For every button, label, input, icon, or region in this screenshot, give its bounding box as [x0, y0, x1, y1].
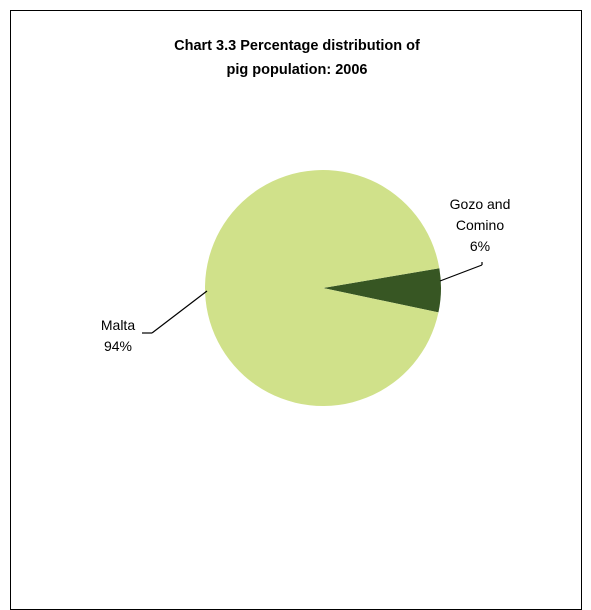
- pie-slices: [205, 169, 441, 406]
- pie-chart: Chart 3.3 Percentage distribution of pig…: [101, 38, 511, 406]
- gozo-label-line-2: Comino: [456, 217, 504, 233]
- malta-value-label: 94%: [104, 338, 132, 354]
- malta-label: Malta: [101, 317, 135, 333]
- gozo-label-line-1: Gozo and: [450, 196, 511, 212]
- gozo-leader-line: [439, 264, 483, 282]
- chart-title-line-1: Chart 3.3 Percentage distribution of: [174, 38, 420, 54]
- pie-slice-malta: [205, 169, 440, 406]
- pie-slice-gozo-and-comino: [323, 268, 441, 313]
- gozo-value-label: 6%: [470, 238, 490, 254]
- chart-title-line-2: pig population: 2006: [227, 62, 368, 78]
- malta-leader-line: [151, 290, 208, 334]
